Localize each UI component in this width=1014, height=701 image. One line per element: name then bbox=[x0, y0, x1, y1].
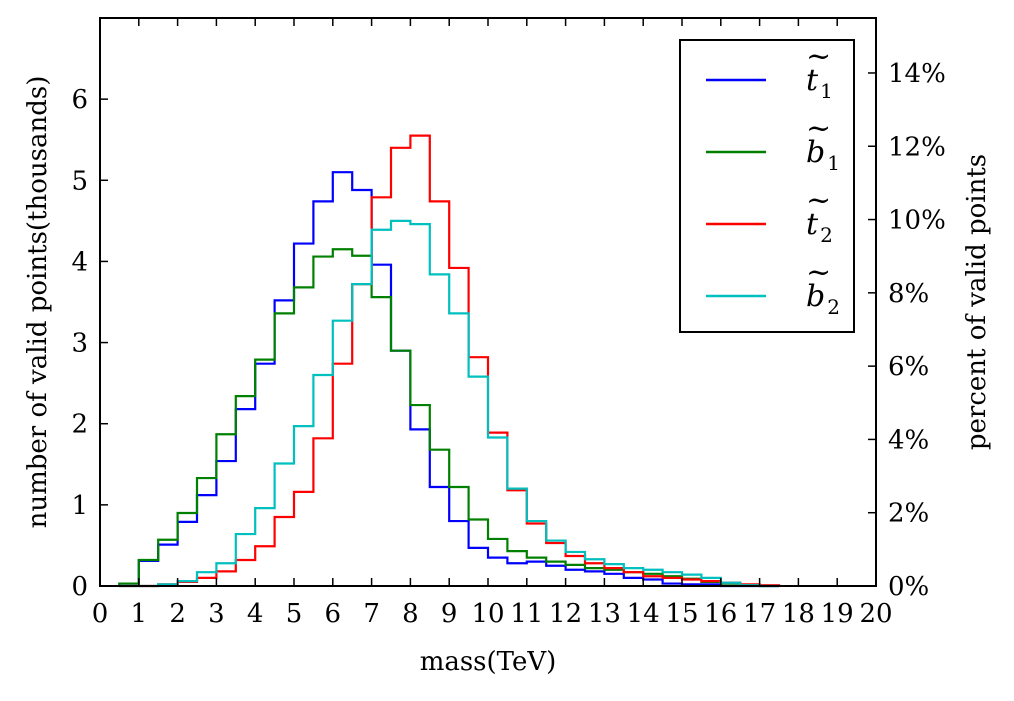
y-right-tick-label: 8% bbox=[888, 279, 929, 309]
series-b2-line bbox=[119, 219, 779, 588]
y-tick-label: 2 bbox=[71, 410, 88, 440]
y-right-tick-label: 6% bbox=[888, 352, 929, 382]
x-tick-label: 4 bbox=[247, 599, 264, 629]
x-tick-label: 10 bbox=[471, 599, 504, 629]
x-axis-label: mass(TeV) bbox=[420, 647, 557, 677]
y-tick-label: 6 bbox=[71, 85, 88, 115]
x-tick-label: 14 bbox=[627, 599, 660, 629]
x-tick-label: 18 bbox=[782, 599, 815, 629]
y-right-tick-label: 10% bbox=[888, 206, 946, 236]
y-tick-label: 3 bbox=[71, 329, 88, 359]
x-tick-labels: 0 1 2 3 4 5 6 7 8 9 10 11 12 13 14 15 16 17 18 19 20 bbox=[92, 599, 893, 629]
y-tick-label: 5 bbox=[71, 166, 88, 196]
y-right-tick-label: 0% bbox=[888, 572, 929, 602]
y-tick-labels: 0 1 2 3 4 5 6 bbox=[71, 85, 88, 602]
x-tick-label: 13 bbox=[588, 599, 621, 629]
x-tick-label: 2 bbox=[169, 599, 186, 629]
x-tick-label: 16 bbox=[704, 599, 737, 629]
y-right-tick-label: 2% bbox=[888, 499, 929, 529]
x-tick-label: 1 bbox=[131, 599, 148, 629]
y-right-tick-label: 12% bbox=[888, 132, 946, 162]
legend-tilde-b1: ~ bbox=[806, 111, 831, 146]
x-tick-label: 0 bbox=[92, 599, 109, 629]
legend-tilde-t1: ~ bbox=[806, 39, 831, 74]
y-right-axis-label: percent of valid points bbox=[962, 154, 992, 450]
y-right-tick-labels: 0% 2% 4% 6% 8% 10% 12% 14% bbox=[888, 59, 946, 602]
legend-tilde-b2: ~ bbox=[806, 255, 831, 290]
x-tick-label: 17 bbox=[743, 599, 776, 629]
x-tick-label: 3 bbox=[208, 599, 225, 629]
legend-box bbox=[679, 39, 855, 333]
y-axis-label: number of valid points(thousands) bbox=[23, 76, 53, 529]
x-tick-label: 19 bbox=[821, 599, 854, 629]
y-right-tick-label: 14% bbox=[888, 59, 946, 89]
series-t2-line bbox=[119, 134, 781, 588]
y-tick-label: 0 bbox=[71, 572, 88, 602]
y-tick-label: 4 bbox=[71, 247, 88, 277]
x-tick-label: 8 bbox=[402, 599, 419, 629]
x-tick-label: 5 bbox=[286, 599, 303, 629]
x-tick-label: 12 bbox=[549, 599, 582, 629]
legend: t 1~b 1~t 2~b 2~ bbox=[679, 39, 855, 333]
x-tick-label: 20 bbox=[859, 599, 892, 629]
legend-tilde-t2: ~ bbox=[806, 183, 831, 218]
y-tick-label: 1 bbox=[71, 491, 88, 521]
x-tick-label: 7 bbox=[363, 599, 380, 629]
x-tick-label: 11 bbox=[510, 599, 543, 629]
ticks-layer bbox=[99, 18, 877, 587]
x-tick-label: 9 bbox=[441, 599, 458, 629]
x-tick-label: 15 bbox=[665, 599, 698, 629]
x-tick-label: 6 bbox=[325, 599, 342, 629]
y-right-tick-label: 4% bbox=[888, 425, 929, 455]
